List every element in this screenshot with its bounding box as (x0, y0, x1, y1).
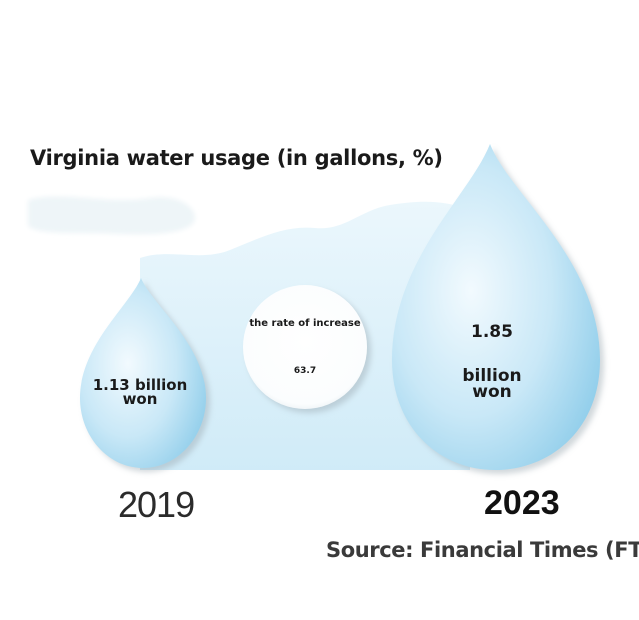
drop-2019 (80, 278, 206, 468)
value-number-2023: 1.85 (471, 322, 513, 342)
increase-value: 63.7 (293, 366, 317, 376)
category-label-2019: 2019 (118, 484, 195, 525)
category-label-2023: 2023 (484, 484, 560, 522)
faded-cloud (28, 196, 195, 235)
value-label-2019-line: won (122, 390, 158, 408)
increase-circle (243, 285, 367, 409)
value-unit-2023: billion won (446, 366, 538, 402)
value-label-2019-line: 1.13 billion (92, 376, 188, 394)
increase-label: the rate of increase (249, 318, 361, 329)
value-unit-2023-line: billion (462, 366, 522, 386)
value-label-2019: 1.13 billion won (92, 376, 188, 408)
chart-title: Virginia water usage (in gallons, %) (30, 146, 443, 170)
source-note: Source: Financial Times (FT) (326, 538, 639, 562)
value-unit-2023-line: won (472, 382, 512, 402)
drop-2023 (392, 144, 600, 470)
